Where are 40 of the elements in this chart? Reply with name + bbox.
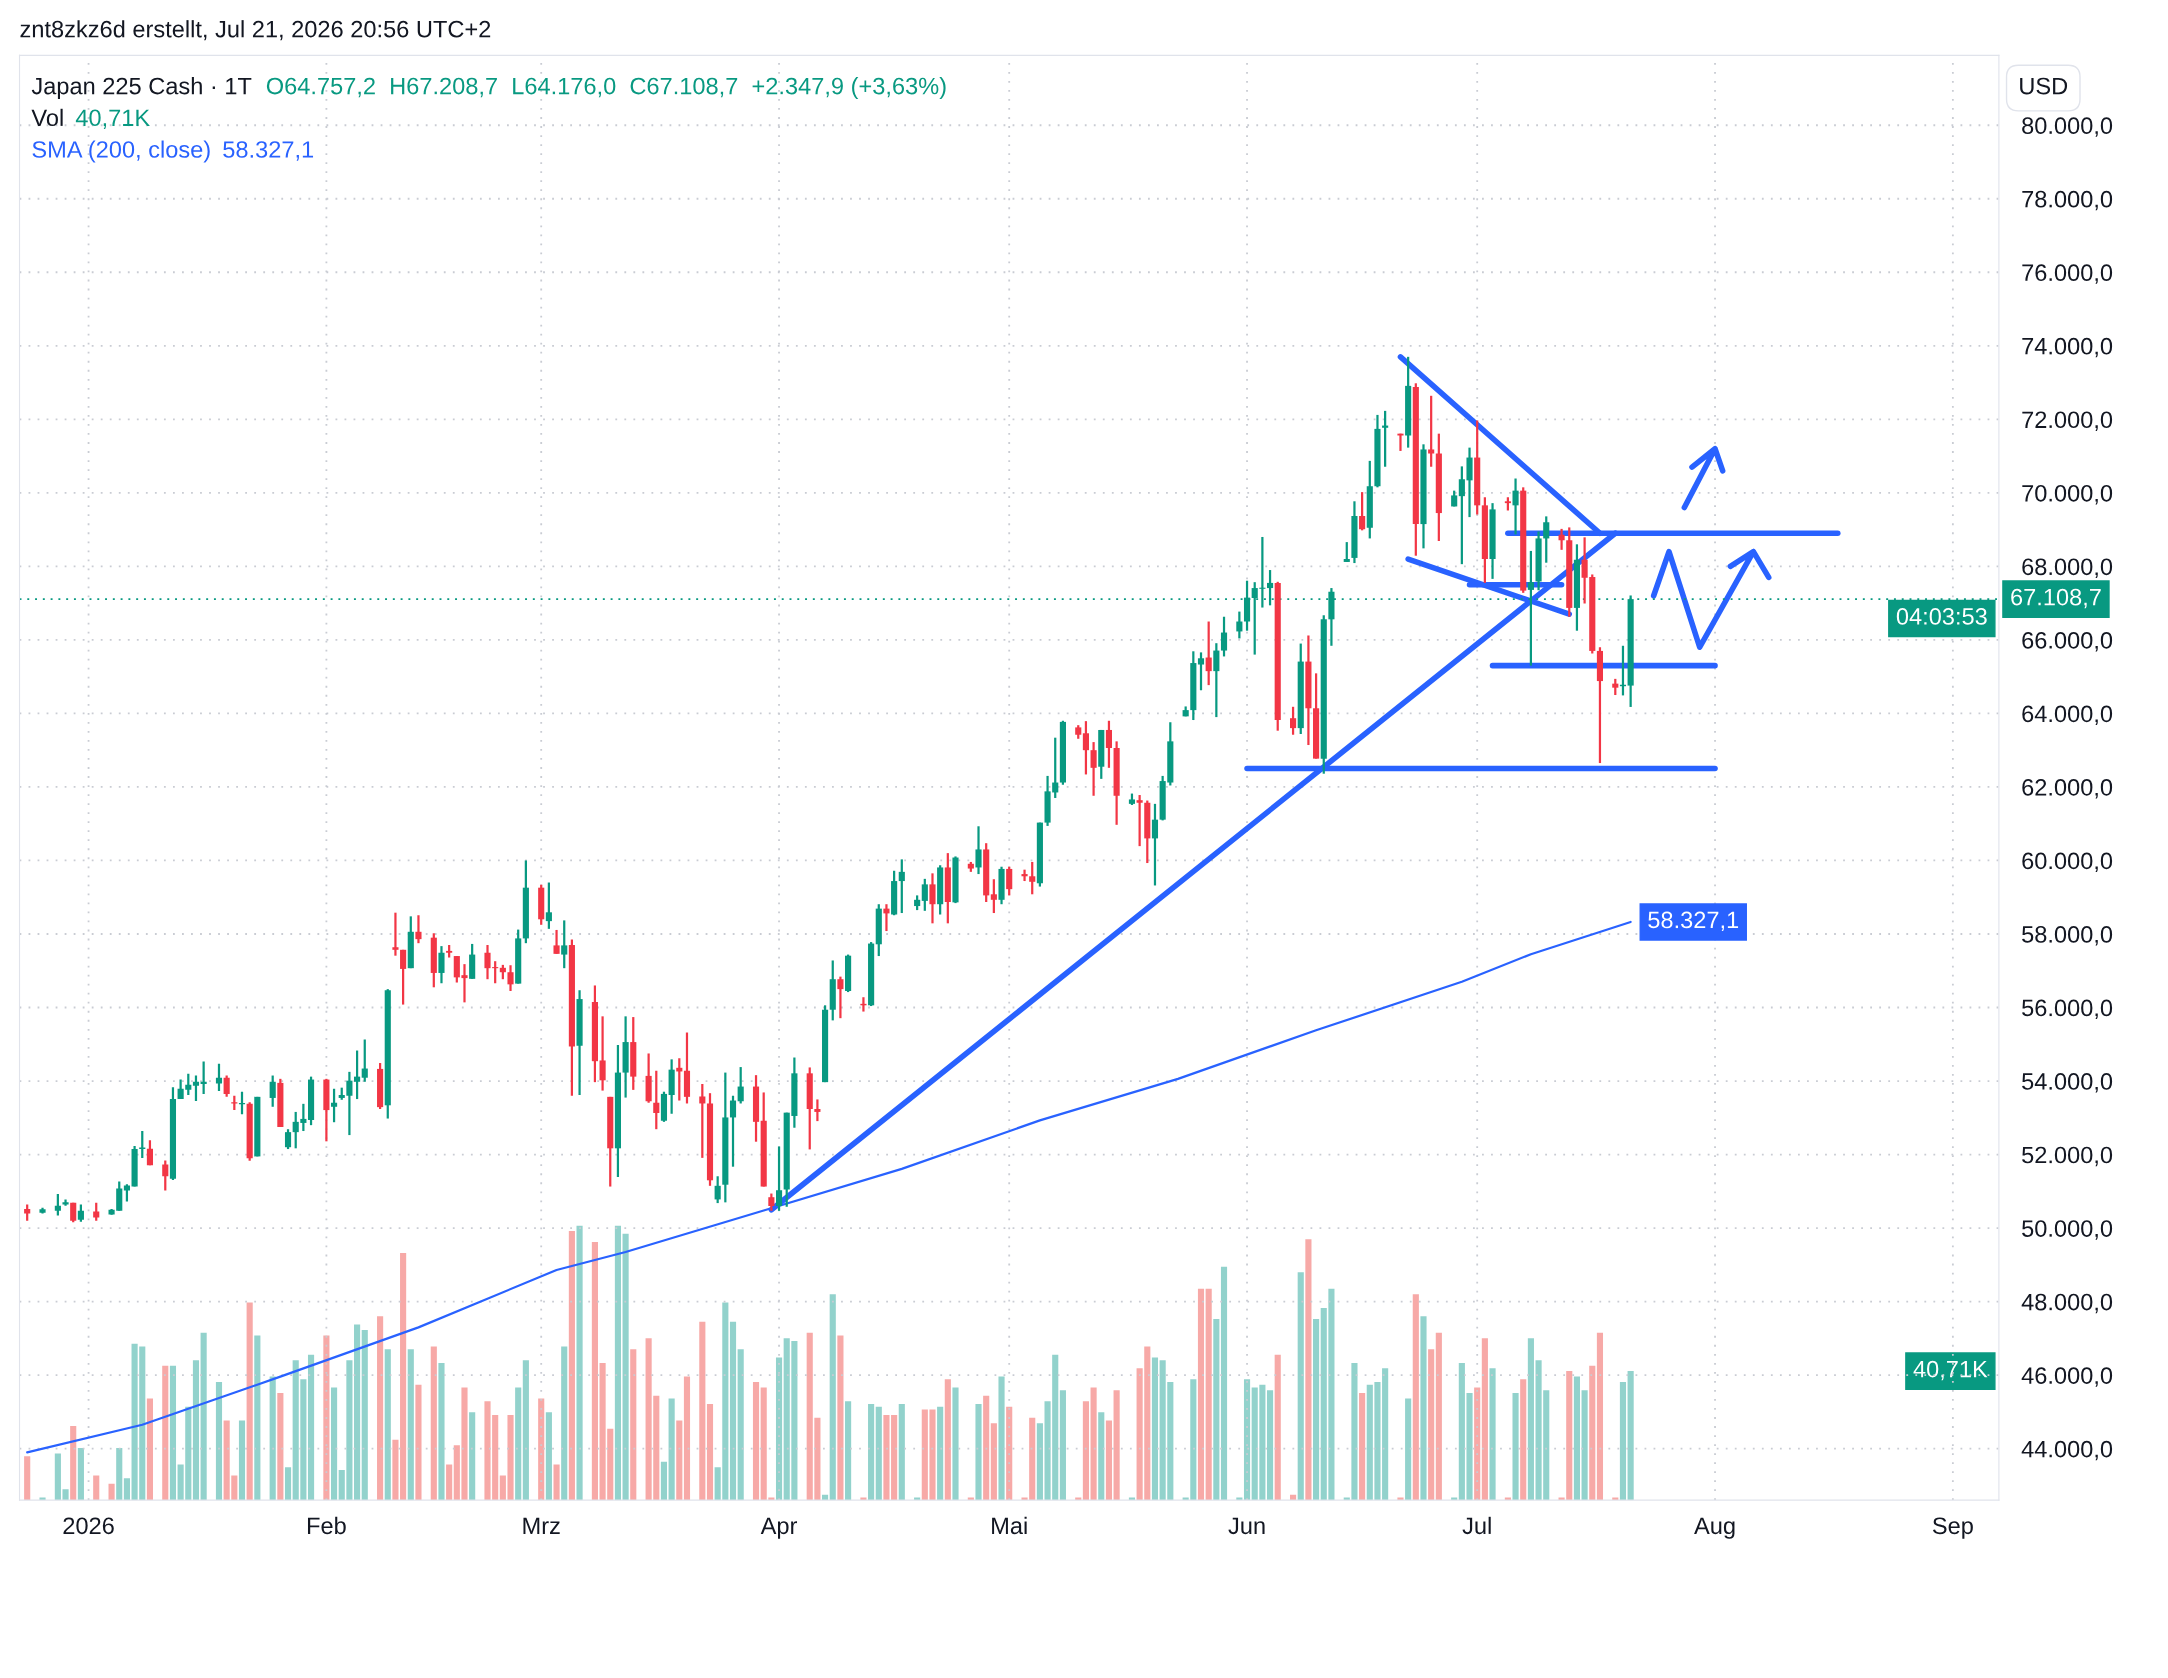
y-tick-label: 50.000,0 (2022, 1220, 2113, 1240)
y-tick-label: 52.000,0 (2022, 1146, 2113, 1167)
y-tick-label: 72.000,0 (2022, 411, 2113, 431)
y-tick-label: 44.000,0 (2021, 1440, 2113, 1461)
y-tick-label: 46.000,0 (2021, 1367, 2113, 1387)
y-tick-label: 70.000,0 (2022, 484, 2113, 505)
x-tick-label: Jul (1462, 1516, 1491, 1535)
y-tick-label: 60.000,0 (2022, 852, 2113, 873)
x-tick-label: Aug (1694, 1517, 1735, 1539)
annotation: 40,71K (1913, 1360, 1988, 1381)
annotation: 04:03:53 (1896, 608, 1987, 625)
x-tick-label: Mrz (523, 1517, 560, 1534)
y-tick-label: 62.000,0 (2022, 779, 2113, 799)
y-tick-label: 48.000,0 (2021, 1293, 2113, 1314)
annotation: Vol (31, 108, 63, 127)
y-tick-label: 78.000,0 (2022, 190, 2113, 211)
y-tick-label: 64.000,0 (2022, 705, 2113, 725)
annotation: 58.327,1 (1648, 911, 1739, 932)
x-tick-label: 2026 (63, 1517, 114, 1535)
y-tick-label: 76.000,0 (2022, 264, 2113, 284)
x-tick-label: Sep (1932, 1517, 1973, 1539)
annotation: O64.757,2 H67.208,7 L64.176,0 C67.108,7 +2.347,9 (+3,63%) (266, 77, 946, 100)
y-tick-label: 54.000,0 (2022, 1073, 2113, 1093)
text: znt8zkz6d erstellt, Jul 21, 2026 20:56 UTC+2 (20, 20, 491, 41)
x-tick-label: Mai (992, 1516, 1027, 1535)
text: Japan 225 Cash · 1T (31, 77, 252, 100)
y-tick-label: 58.000,0 (2022, 926, 2113, 946)
annotation: 58.327,1 (223, 141, 314, 161)
ref-line-label: 67.108,7 (2011, 588, 2101, 609)
y-tick-label: 56.000,0 (2022, 999, 2113, 1020)
text: USD (2020, 77, 2068, 95)
y-tick-label: 80.000,0 (2022, 117, 2113, 137)
x-tick-label: Apr (760, 1517, 798, 1539)
annotation: 40,71K (75, 109, 150, 129)
y-tick-label: 68.000,0 (2022, 558, 2113, 578)
x-tick-label: Feb (307, 1516, 346, 1535)
text: SMA (200, close) (32, 140, 210, 163)
x-tick-label: Jun (1228, 1517, 1265, 1535)
y-tick-label: 66.000,0 (2022, 631, 2113, 652)
y-tick-label: 74.000,0 (2022, 337, 2113, 358)
